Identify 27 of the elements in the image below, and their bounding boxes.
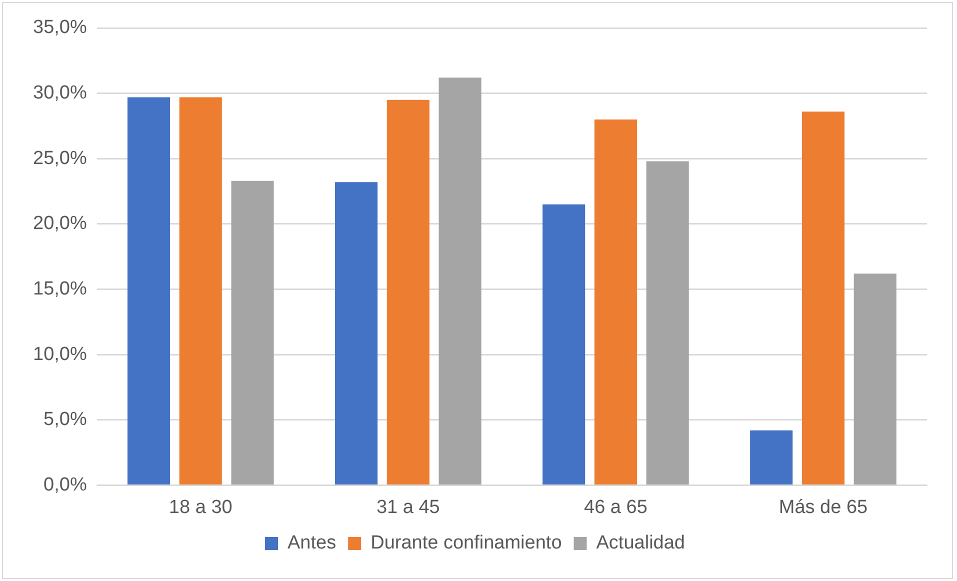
- y-tick-label: 10,0%: [33, 344, 87, 365]
- bar: [594, 119, 637, 484]
- bar: [335, 182, 378, 484]
- bar: [854, 274, 896, 484]
- bar: [750, 430, 793, 484]
- bar: [802, 112, 845, 484]
- bar: [231, 180, 274, 484]
- legend-label: Antes: [288, 532, 336, 554]
- bar: [386, 100, 430, 484]
- x-tick-label: 18 a 30: [168, 496, 232, 518]
- y-tick-label: 25,0%: [33, 148, 87, 169]
- bar: [127, 97, 170, 484]
- y-tick-label: 35,0%: [33, 17, 87, 38]
- y-tick-label: 5,0%: [44, 409, 87, 430]
- bar: [179, 97, 222, 484]
- y-tick-label: 15,0%: [33, 278, 87, 300]
- bar: [646, 161, 689, 484]
- x-tick-label: 46 a 65: [584, 496, 648, 518]
- x-tick-label: 31 a 45: [376, 496, 440, 518]
- y-tick-label: 0,0%: [44, 474, 87, 496]
- bar: [438, 78, 482, 484]
- legend-label: Actualidad: [596, 532, 685, 554]
- y-tick-label: 20,0%: [33, 213, 87, 234]
- bar: [542, 204, 586, 484]
- legend-label: Durante confinamiento: [370, 532, 562, 554]
- x-tick-label: Más de 65: [778, 496, 868, 518]
- y-tick-label: 30,0%: [33, 82, 87, 104]
